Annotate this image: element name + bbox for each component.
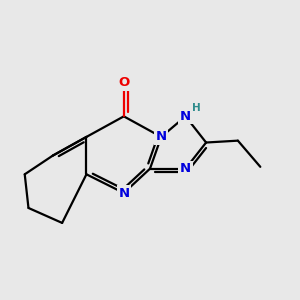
- Text: N: N: [180, 110, 191, 123]
- Text: N: N: [118, 187, 129, 200]
- Text: N: N: [180, 110, 191, 123]
- Text: N: N: [156, 130, 167, 143]
- Text: O: O: [118, 76, 129, 89]
- Text: N: N: [180, 162, 191, 175]
- Text: H: H: [192, 103, 201, 113]
